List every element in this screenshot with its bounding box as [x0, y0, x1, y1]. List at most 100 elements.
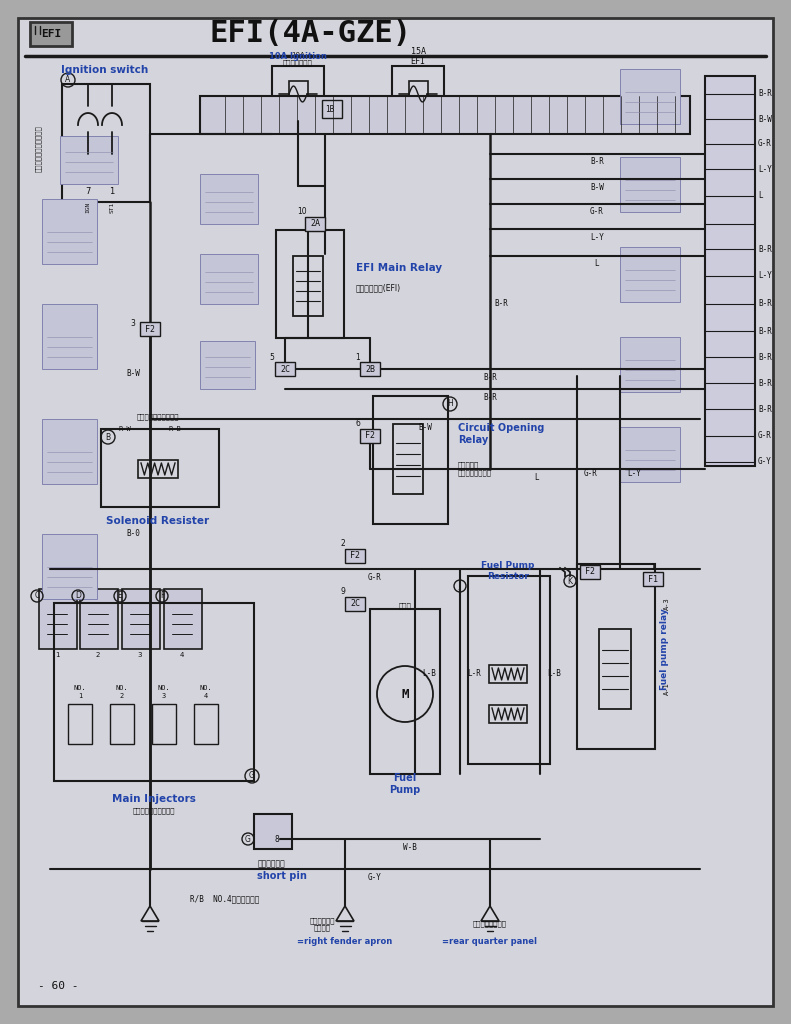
Bar: [392, 66, 444, 121]
Text: 2C: 2C: [280, 365, 290, 374]
Text: 4: 4: [180, 652, 184, 658]
Text: B-R: B-R: [483, 373, 497, 382]
Text: G-Y: G-Y: [758, 458, 772, 467]
Bar: [200, 341, 255, 389]
Bar: [101, 429, 219, 507]
Bar: [360, 362, 380, 376]
Text: =rear quarter panel: =rear quarter panel: [442, 938, 538, 946]
Text: B-R: B-R: [494, 299, 508, 308]
Text: 2: 2: [341, 540, 346, 549]
Bar: [620, 69, 680, 124]
Text: Fuel pump relay: Fuel pump relay: [660, 608, 669, 690]
Bar: [138, 460, 178, 478]
Text: 10: 10: [297, 208, 307, 216]
Text: 2A: 2A: [310, 219, 320, 228]
Text: 1: 1: [651, 562, 656, 571]
Text: short pin: short pin: [257, 871, 307, 881]
Text: R-W: R-W: [119, 426, 131, 432]
Bar: [393, 424, 423, 494]
Text: G-Y: G-Y: [368, 872, 382, 882]
Bar: [42, 199, 97, 264]
Text: B-R: B-R: [758, 327, 772, 336]
Text: 15A
EFI: 15A EFI: [411, 47, 426, 66]
Bar: [60, 136, 118, 184]
Text: 1: 1: [55, 652, 59, 658]
Text: EFI: EFI: [41, 29, 61, 39]
Bar: [42, 419, 97, 484]
Bar: [276, 230, 344, 338]
Text: L: L: [595, 259, 600, 268]
Text: M: M: [401, 687, 409, 700]
Text: W-B: W-B: [403, 843, 417, 852]
Bar: [42, 304, 97, 369]
Text: 右フェンダー
エプロン: 右フェンダー エプロン: [309, 916, 335, 931]
Text: L: L: [535, 472, 539, 481]
Text: NO.
2: NO. 2: [115, 685, 128, 698]
Text: B-R: B-R: [758, 89, 772, 98]
Text: D: D: [75, 592, 81, 600]
Text: F1: F1: [648, 574, 658, 584]
Bar: [200, 96, 690, 134]
Bar: [62, 84, 150, 202]
Text: 10A
イグニッション: 10A イグニッション: [283, 52, 313, 66]
Text: サーキット
オープニングレー: サーキット オープニングレー: [458, 462, 492, 476]
Bar: [42, 534, 97, 599]
Text: B-R: B-R: [590, 158, 604, 167]
Text: メインインジェクター: メインインジェクター: [133, 808, 176, 814]
Text: Fuel Pump
Resistor: Fuel Pump Resistor: [481, 561, 535, 581]
Text: Ignition switch: Ignition switch: [62, 65, 149, 75]
Text: L-Y: L-Y: [758, 165, 772, 173]
Text: B-W: B-W: [126, 370, 140, 379]
Text: 6: 6: [356, 420, 361, 428]
Text: 3: 3: [131, 319, 135, 329]
Text: L: L: [758, 191, 763, 201]
Text: ファン: ファン: [399, 603, 411, 609]
Text: NO.
1: NO. 1: [74, 685, 86, 698]
Text: - 60 -: - 60 -: [38, 981, 78, 991]
Text: 1B: 1B: [325, 104, 335, 114]
Text: A: A: [66, 76, 70, 85]
Text: A-3: A-3: [664, 598, 670, 610]
Text: B-R: B-R: [758, 245, 772, 254]
Text: G-R: G-R: [590, 208, 604, 216]
Text: モリヤクオーター: モリヤクオーター: [473, 921, 507, 928]
Bar: [272, 66, 324, 121]
Text: B-W: B-W: [418, 423, 432, 431]
Bar: [409, 81, 428, 106]
Bar: [489, 665, 527, 683]
Text: L-B: L-B: [547, 670, 561, 679]
Text: Circuit Opening
Relay: Circuit Opening Relay: [458, 423, 544, 444]
Bar: [322, 100, 342, 118]
Bar: [620, 157, 680, 212]
Bar: [293, 256, 323, 316]
Bar: [643, 572, 663, 586]
Bar: [345, 549, 365, 563]
Text: Fuel
Pump: Fuel Pump: [389, 773, 421, 795]
Text: 1: 1: [109, 186, 115, 196]
Text: L-Y: L-Y: [590, 232, 604, 242]
Text: G-R: G-R: [368, 572, 382, 582]
Text: 2: 2: [96, 652, 100, 658]
Text: 2B: 2B: [365, 365, 375, 374]
Bar: [360, 429, 380, 443]
Text: IGN: IGN: [85, 202, 90, 213]
Text: イグニッションスイッチ: イグニッションスイッチ: [35, 126, 41, 172]
Text: F2: F2: [350, 552, 360, 560]
Bar: [80, 589, 118, 649]
Text: ショートピン: ショートピン: [258, 859, 286, 868]
Text: =right fender apron: =right fender apron: [297, 938, 392, 946]
Text: 8: 8: [274, 835, 279, 844]
Bar: [620, 247, 680, 302]
Text: EFI Main Relay: EFI Main Relay: [356, 263, 442, 273]
Text: F2: F2: [145, 325, 155, 334]
Text: R-B: R-B: [168, 426, 181, 432]
Text: NO.
4: NO. 4: [199, 685, 212, 698]
Text: C: C: [34, 592, 40, 600]
Bar: [489, 705, 527, 723]
Text: F: F: [160, 592, 165, 600]
Bar: [275, 362, 295, 376]
Text: E: E: [118, 592, 123, 600]
Text: 7: 7: [85, 186, 91, 196]
Text: 10A Ignition: 10A Ignition: [269, 52, 327, 61]
Bar: [468, 575, 550, 764]
